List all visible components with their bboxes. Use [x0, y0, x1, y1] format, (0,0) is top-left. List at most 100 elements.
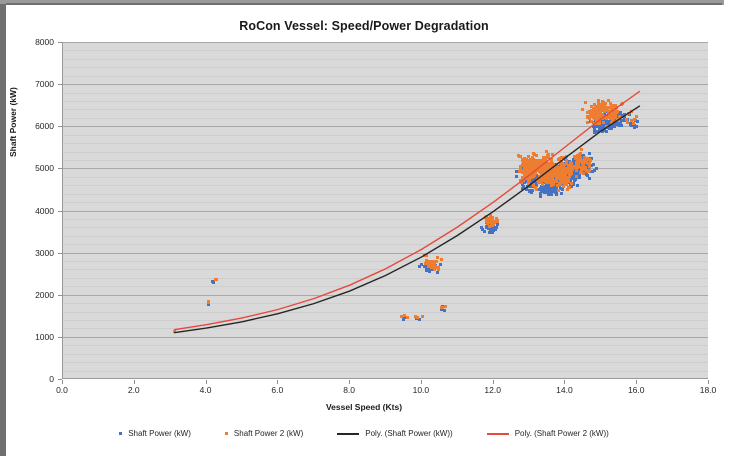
scatter-point	[594, 118, 598, 122]
scatter-point	[553, 172, 557, 176]
scatter-point	[600, 130, 604, 134]
x-axis-tick-mark	[564, 380, 565, 384]
scatter-point	[577, 153, 581, 157]
scatter-point	[556, 188, 560, 192]
scatter-point	[586, 115, 590, 119]
minor-gridline	[63, 362, 708, 363]
scatter-point	[550, 183, 554, 187]
chart-title: RoCon Vessel: Speed/Power Degradation	[239, 19, 489, 33]
scatter-point	[531, 156, 535, 160]
scatter-point	[569, 179, 573, 183]
scatter-point	[206, 302, 210, 306]
scatter-point	[591, 106, 595, 110]
scatter-point	[609, 126, 613, 130]
scatter-point	[598, 112, 602, 116]
scatter-point	[520, 170, 524, 174]
scatter-point	[600, 119, 604, 123]
x-axis-tick-mark	[636, 380, 637, 384]
scatter-point	[551, 169, 555, 173]
scatter-point	[525, 166, 529, 170]
scatter-point	[533, 186, 537, 190]
scatter-point	[543, 184, 547, 188]
scatter-point	[602, 124, 606, 128]
legend-item[interactable]: Shaft Power 2 (kW)	[224, 429, 303, 438]
scatter-point	[540, 172, 544, 176]
trendline	[174, 105, 641, 334]
scatter-point	[546, 163, 550, 167]
scatter-point	[517, 153, 521, 157]
scatter-point	[520, 166, 524, 170]
scatter-point	[548, 189, 552, 193]
scatter-point	[581, 158, 585, 162]
legend-item[interactable]: Poly. (Shaft Power 2 (kW))	[486, 429, 609, 438]
window-left-edge	[0, 4, 6, 456]
scatter-point	[529, 176, 533, 180]
scatter-point	[575, 160, 579, 164]
scatter-point	[619, 121, 623, 125]
scatter-point	[529, 162, 533, 166]
scatter-point	[522, 184, 526, 188]
scatter-point	[572, 161, 576, 165]
major-gridline	[63, 337, 708, 338]
scatter-point	[491, 231, 495, 235]
scatter-point	[593, 105, 597, 109]
scatter-point	[494, 228, 498, 232]
scatter-point	[545, 161, 549, 165]
minor-gridline	[63, 278, 708, 279]
scatter-point	[635, 120, 639, 124]
scatter-point	[546, 164, 550, 168]
scatter-point	[577, 163, 581, 167]
x-axis-tick-label: 4.0	[199, 385, 212, 395]
scatter-point	[532, 165, 536, 169]
scatter-point	[440, 306, 444, 310]
scatter-point	[594, 125, 598, 129]
scatter-point	[601, 117, 605, 121]
scatter-point	[564, 158, 568, 162]
scatter-point	[574, 175, 578, 179]
scatter-point	[517, 170, 521, 174]
scatter-point	[173, 330, 177, 334]
y-axis-tick-label: 1000	[35, 331, 54, 342]
minor-gridline	[63, 202, 708, 203]
scatter-point	[588, 151, 592, 155]
scatter-point	[589, 158, 593, 162]
scatter-point	[532, 182, 536, 186]
window-top-edge	[0, 0, 724, 5]
minor-gridline	[63, 312, 708, 313]
minor-gridline	[63, 227, 708, 228]
scatter-point	[487, 224, 491, 228]
scatter-point	[567, 185, 571, 189]
scatter-point	[563, 165, 567, 169]
scatter-point	[596, 116, 600, 120]
scatter-point	[533, 178, 537, 182]
minor-gridline	[63, 345, 708, 346]
scatter-point	[633, 119, 637, 123]
scatter-point	[424, 269, 428, 273]
scatter-point	[616, 123, 620, 127]
scatter-point	[590, 104, 594, 108]
legend-item[interactable]: Shaft Power (kW)	[119, 429, 191, 438]
legend-item[interactable]: Poly. (Shaft Power (kW))	[337, 429, 453, 438]
trendline	[174, 90, 641, 331]
scatter-point	[550, 190, 554, 194]
scatter-point	[522, 169, 526, 173]
scatter-point	[565, 188, 569, 192]
scatter-point	[581, 108, 585, 112]
scatter-point	[532, 184, 536, 188]
scatter-point	[592, 102, 596, 106]
scatter-point	[532, 153, 536, 157]
scatter-point	[582, 171, 586, 175]
scatter-point	[543, 160, 547, 164]
scatter-point	[526, 162, 530, 166]
scatter-point	[583, 156, 586, 160]
scatter-point	[597, 101, 601, 105]
scatter-point	[544, 155, 548, 159]
scatter-point	[538, 195, 542, 199]
scatter-point	[215, 278, 219, 282]
scatter-point	[601, 123, 605, 127]
scatter-point	[604, 119, 608, 123]
chart-legend: Shaft Power (kW) Shaft Power 2 (kW) Poly. …	[6, 429, 722, 438]
major-gridline	[63, 295, 708, 296]
scatter-point	[432, 264, 436, 268]
